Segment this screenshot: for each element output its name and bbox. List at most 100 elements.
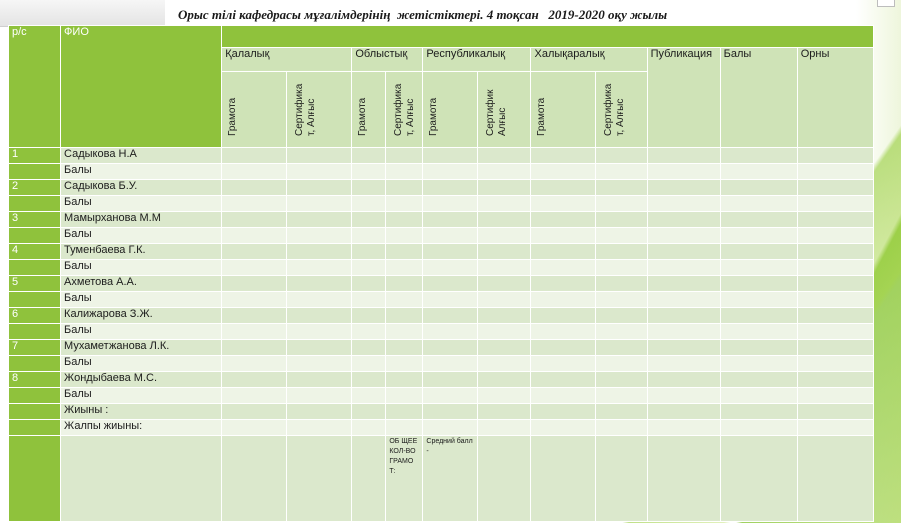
score-num-cell — [7, 291, 62, 308]
score-num-cell — [7, 227, 62, 244]
score-num-cell — [7, 323, 62, 340]
teacher-row: 5 Ахметова А.А. — [7, 275, 875, 292]
score-cell — [477, 227, 532, 244]
score-cell — [719, 323, 798, 340]
header-republic-gramota: Грамота — [422, 71, 479, 148]
achievement-cell — [530, 243, 596, 260]
score-cell — [719, 259, 798, 276]
score-cell — [286, 355, 353, 372]
score-num-cell — [7, 387, 62, 404]
achievement-cell — [385, 307, 424, 324]
score-cell — [351, 387, 387, 404]
achievement-cell — [646, 275, 721, 292]
achievement-cell — [385, 243, 424, 260]
achievement-cell — [530, 147, 596, 164]
score-cell — [796, 323, 875, 340]
score-cell — [477, 291, 532, 308]
achievement-cell — [646, 307, 721, 324]
achievement-cell — [422, 371, 479, 388]
score-cell — [796, 387, 875, 404]
score-cell — [286, 387, 353, 404]
summary-row: ОБ ЩЕЕ КОЛ-ВО ГРАМО Т: Средний балл - — [7, 435, 875, 522]
score-cell — [422, 323, 479, 340]
achievement-cell — [351, 339, 387, 356]
score-cell — [594, 227, 648, 244]
achievement-cell — [594, 275, 648, 292]
header-row-groups: Қалалық Облыстық Республикалық Халықарал… — [9, 47, 875, 148]
header-rc: р/с — [7, 25, 62, 148]
teacher-number: 2 — [7, 179, 62, 196]
title-banner — [165, 4, 713, 26]
score-cell — [422, 227, 479, 244]
achievement-cell — [385, 275, 424, 292]
score-cell — [286, 227, 353, 244]
score-cell — [594, 323, 648, 340]
teacher-score-row: Балы — [7, 163, 875, 180]
score-cell — [422, 355, 479, 372]
teacher-number: 6 — [7, 307, 62, 324]
achievement-cell — [221, 371, 288, 388]
teacher-score-row: Балы — [7, 195, 875, 212]
teacher-row: 8 Жондыбаева М.С. — [7, 371, 875, 388]
score-cell — [385, 227, 424, 244]
header-publication: Публикация — [646, 47, 721, 148]
achievement-cell — [477, 371, 532, 388]
achievement-cell — [796, 275, 875, 292]
grand-total-row: Жалпы жиыны: — [7, 419, 875, 436]
score-cell — [530, 387, 596, 404]
teacher-number: 5 — [7, 275, 62, 292]
teacher-number: 1 — [7, 147, 62, 164]
score-cell — [351, 195, 387, 212]
summary-num-cell — [7, 435, 62, 522]
achievement-cell — [385, 179, 424, 196]
achievement-cell — [221, 307, 288, 324]
header-international-cert: Сертифика т, Алғыс — [594, 71, 648, 148]
teacher-name: Калижарова З.Ж. — [60, 307, 223, 324]
achievement-cell — [422, 307, 479, 324]
achievement-cell — [221, 179, 288, 196]
header-top-band — [221, 25, 874, 48]
teacher-number: 3 — [7, 211, 62, 228]
achievement-cell — [286, 243, 353, 260]
achievement-cell — [477, 339, 532, 356]
score-cell — [221, 163, 288, 180]
score-cell — [477, 355, 532, 372]
score-cell — [646, 195, 721, 212]
score-cell — [385, 291, 424, 308]
achievement-cell — [477, 147, 532, 164]
score-cell — [221, 355, 288, 372]
achievement-cell — [530, 307, 596, 324]
teacher-name: Садыкова Б.У. — [60, 179, 223, 196]
achievement-cell — [221, 147, 288, 164]
score-cell — [594, 387, 648, 404]
score-cell — [646, 387, 721, 404]
teacher-number: 4 — [7, 243, 62, 260]
header-row-top: р/с ФИО — [7, 25, 874, 148]
score-cell — [351, 323, 387, 340]
achievement-cell — [530, 179, 596, 196]
achievement-cell — [796, 211, 875, 228]
teacher-name: Мамырханова М.М — [60, 211, 223, 228]
score-cell — [594, 195, 648, 212]
teacher-row: 6 Калижарова З.Ж. — [7, 307, 875, 324]
header-oblast-cert: Сертифика т, Алғыс — [385, 71, 424, 148]
achievement-cell — [221, 211, 288, 228]
score-cell — [385, 259, 424, 276]
achievement-cell — [477, 243, 532, 260]
achievement-cell — [719, 275, 798, 292]
header-fio: ФИО — [60, 25, 223, 148]
teacher-row: 1 Садыкова Н.А — [7, 147, 875, 164]
score-cell — [422, 387, 479, 404]
score-cell — [351, 291, 387, 308]
teacher-name: Мухаметжанова Л.К. — [60, 339, 223, 356]
score-cell — [719, 355, 798, 372]
score-cell — [594, 291, 648, 308]
score-cell — [646, 227, 721, 244]
score-cell — [477, 259, 532, 276]
score-cell — [719, 195, 798, 212]
score-cell — [221, 387, 288, 404]
achievement-cell — [221, 243, 288, 260]
teacher-score-label: Балы — [60, 195, 223, 212]
score-cell — [422, 259, 479, 276]
achievement-cell — [594, 179, 648, 196]
